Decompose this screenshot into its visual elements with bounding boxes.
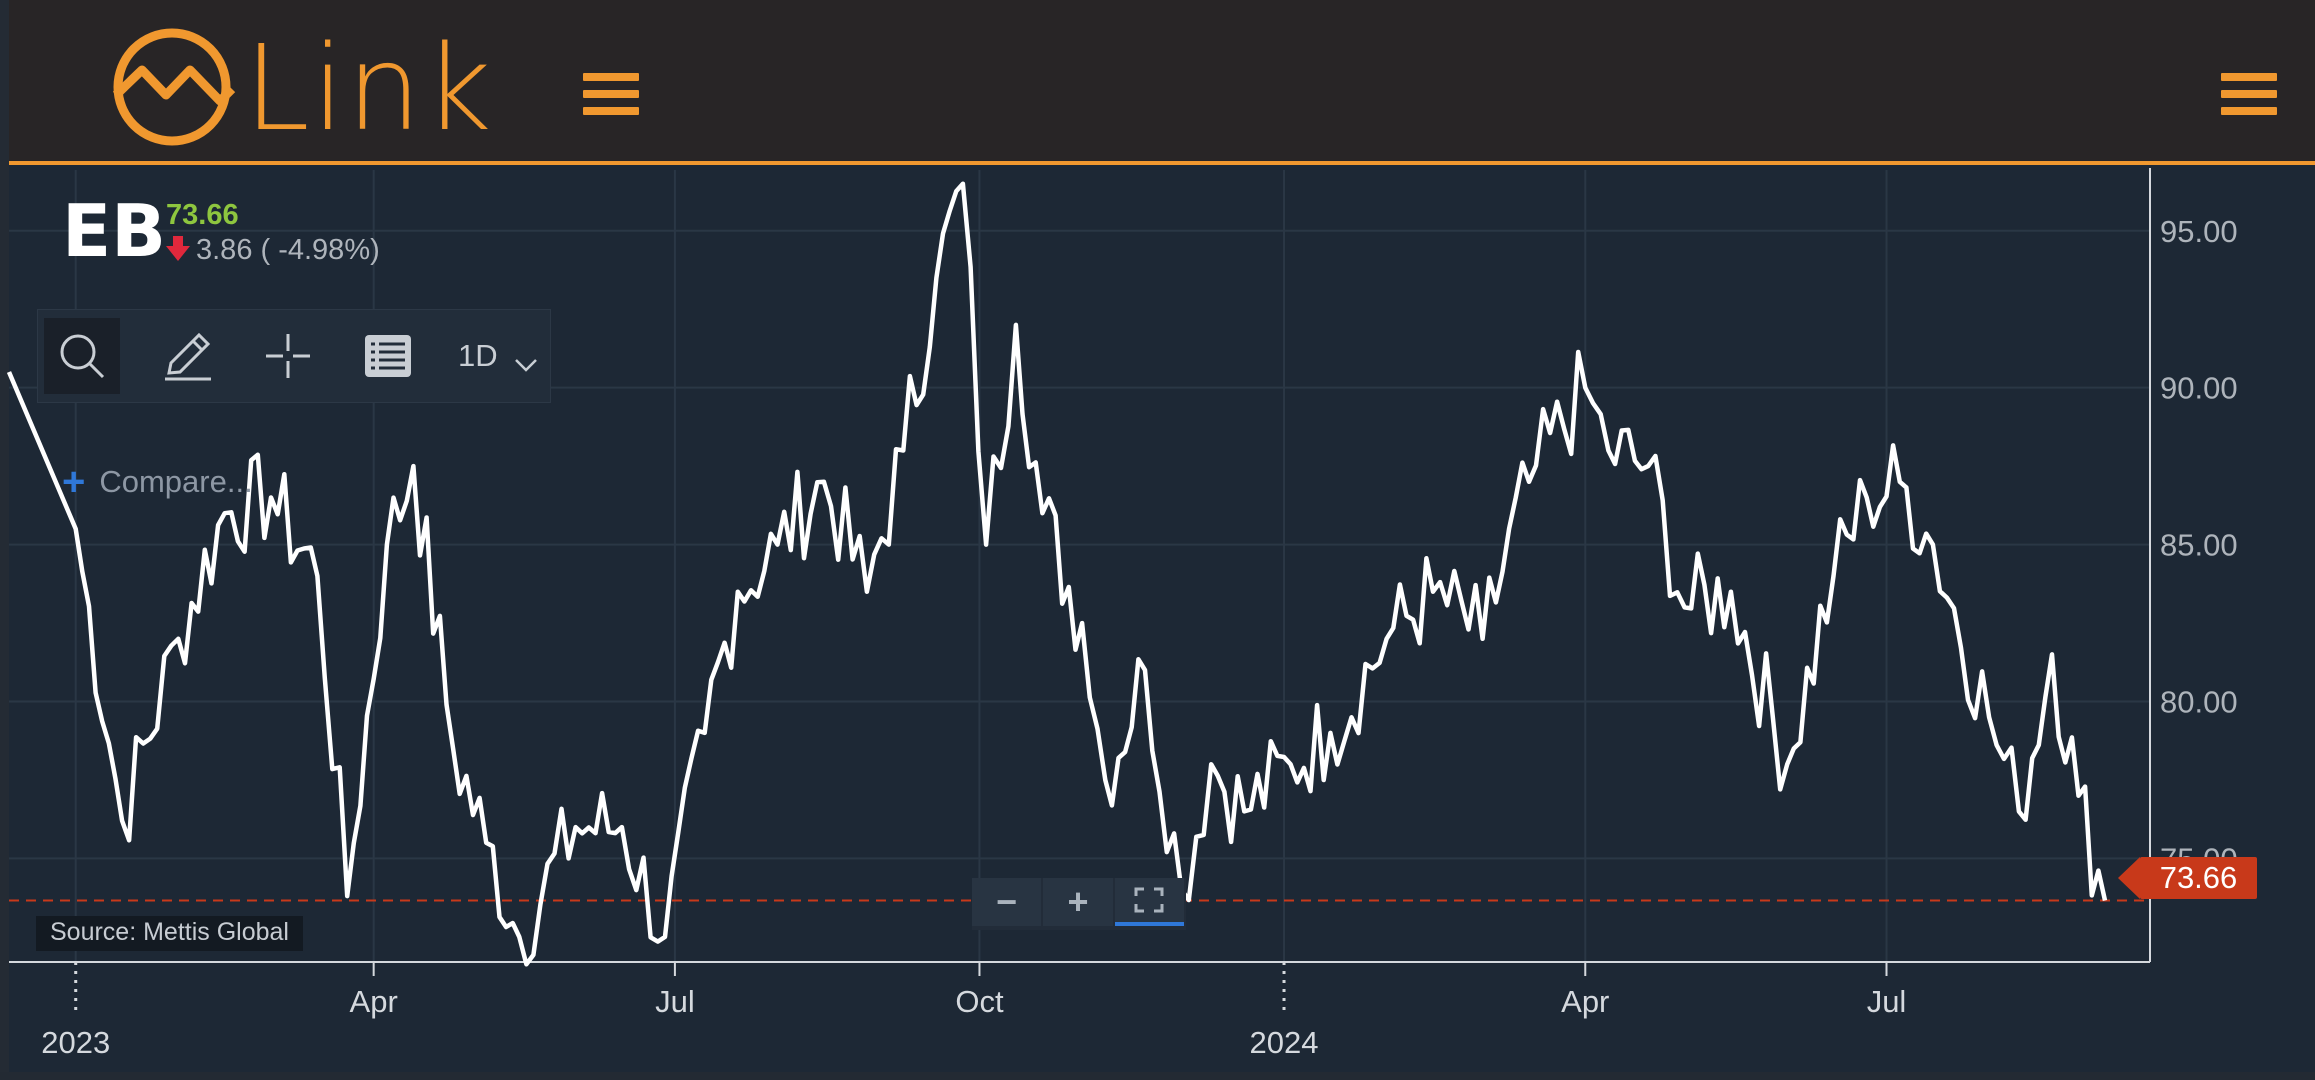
compare-label: Compare... (99, 464, 253, 499)
top-bar: Link (0, 0, 2315, 165)
x-tick-label: Apr (1561, 984, 1609, 1019)
y-tick-label: 80.00 (2160, 685, 2238, 720)
crosshair-tool[interactable] (238, 309, 338, 403)
link-logo[interactable]: Link (108, 18, 494, 158)
y-tick-label: 85.00 (2160, 528, 2238, 563)
search-tool[interactable] (44, 318, 120, 394)
price-change: 3.86 ( -4.98%) (166, 234, 380, 267)
search-icon (60, 334, 105, 379)
interval-selector[interactable]: 1D (438, 309, 540, 403)
x-year-label: 2024 (1250, 1025, 1319, 1060)
last-price: 73.66 (166, 199, 239, 231)
options-menu-icon[interactable] (2221, 73, 2277, 115)
x-year-label: 2023 (41, 1025, 110, 1060)
main-menu-icon[interactable] (583, 73, 639, 115)
last-price-tag: 73.66 (2118, 857, 2257, 899)
crosshair-icon (266, 334, 310, 378)
price-series-line (6, 181, 2108, 967)
source-label: Source: Mettis Global (36, 916, 303, 951)
y-tick-label: 95.00 (2160, 214, 2238, 249)
x-tick-label: Jul (655, 984, 695, 1019)
x-tick-label: Oct (955, 984, 1004, 1019)
bottom-edge (0, 1072, 2315, 1080)
fullscreen-icon (1134, 887, 1164, 913)
x-tick-label: Apr (350, 984, 398, 1019)
indicators-tool[interactable] (338, 309, 438, 403)
zoom-out-button[interactable]: − (972, 878, 1042, 926)
pencil-icon (165, 332, 211, 381)
y-tick-label: 90.00 (2160, 371, 2238, 406)
chevron-down-icon (514, 359, 537, 372)
price-change-text: 3.86 ( -4.98%) (196, 234, 380, 266)
zoom-controls: − + (972, 878, 1186, 930)
list-icon (365, 335, 411, 377)
x-tick-label: Jul (1867, 984, 1907, 1019)
down-arrow-icon (166, 236, 190, 261)
compare-button[interactable]: + Compare... (62, 462, 253, 502)
fit-to-screen-button[interactable] (1114, 878, 1184, 926)
ticker-symbol: EB (62, 189, 167, 273)
logo-mark-icon (112, 28, 236, 146)
zoom-in-button[interactable]: + (1043, 878, 1113, 926)
interval-label: 1D (458, 338, 498, 373)
left-edge (0, 0, 9, 1080)
plus-icon: + (62, 460, 86, 504)
draw-tool[interactable] (138, 309, 238, 403)
logo-text: Link (244, 19, 494, 157)
chart-toolbar: 1D (37, 309, 551, 403)
